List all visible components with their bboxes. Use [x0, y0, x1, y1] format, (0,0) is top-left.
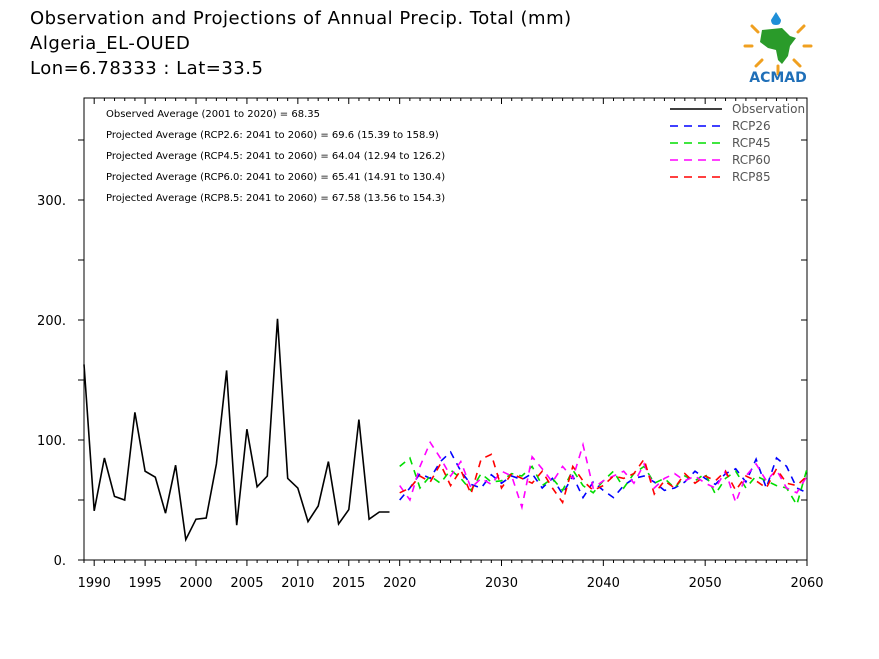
x-tick-label: 1990: [78, 576, 111, 591]
africa-map-logo: ACMAD: [743, 12, 813, 86]
annotation-rcp45: Projected Average (RCP4.5: 2041 to 2060)…: [106, 151, 445, 162]
legend-label: RCP85: [732, 170, 771, 184]
x-tick-label: 2015: [332, 576, 365, 591]
x-tick-label: 2060: [790, 576, 823, 591]
logo-text: ACMAD: [749, 70, 807, 84]
y-tick-label: 300.: [37, 194, 66, 209]
acmad-logo: ACMAD: [738, 8, 818, 86]
x-tick-label: 2000: [179, 576, 212, 591]
y-axis-labels: 0. 100. 200. 300.: [37, 194, 66, 569]
axis-ticks: [78, 98, 808, 566]
y-tick-label: 0.: [54, 554, 66, 569]
legend-label: RCP26: [732, 119, 771, 133]
chart-title: Observation and Projections of Annual Pr…: [30, 8, 572, 29]
coordinates: Lon=6.78333 : Lat=33.5: [30, 58, 264, 79]
annotation-rcp60: Projected Average (RCP6.0: 2041 to 2060)…: [106, 172, 445, 183]
series-line-rcp60: [399, 440, 808, 511]
station-name: Algeria_EL-OUED: [30, 33, 191, 54]
x-axis-labels: 1990 1995 2000 2005 2010 2015 2020 2030 2040 2050…: [78, 576, 824, 591]
x-tick-label: 1995: [129, 576, 162, 591]
legend-label: Observation: [732, 102, 805, 116]
plot-frame: [83, 97, 808, 561]
annotation-block: Observed Average (2001 to 2020) = 68.35 …: [106, 109, 445, 204]
legend: Observation RCP26 RCP45 RCP60 RCP85: [670, 102, 805, 184]
legend-label: RCP45: [732, 136, 771, 150]
annotation-observed: Observed Average (2001 to 2020) = 68.35: [106, 109, 320, 120]
y-tick-label: 200.: [37, 314, 66, 329]
x-tick-label: 2050: [689, 576, 722, 591]
x-tick-label: 2030: [485, 576, 518, 591]
legend-label: RCP60: [732, 153, 771, 167]
series-line-rcp85: [399, 453, 808, 505]
annotation-rcp26: Projected Average (RCP2.6: 2041 to 2060)…: [106, 130, 439, 141]
x-tick-label: 2020: [383, 576, 416, 591]
annotation-rcp85: Projected Average (RCP8.5: 2041 to 2060)…: [106, 193, 445, 204]
series-lines: [83, 318, 808, 543]
x-tick-label: 2005: [230, 576, 263, 591]
series-line-observation: [83, 318, 390, 543]
x-tick-label: 2040: [587, 576, 620, 591]
y-tick-label: 100.: [37, 434, 66, 449]
x-tick-label: 2010: [281, 576, 314, 591]
